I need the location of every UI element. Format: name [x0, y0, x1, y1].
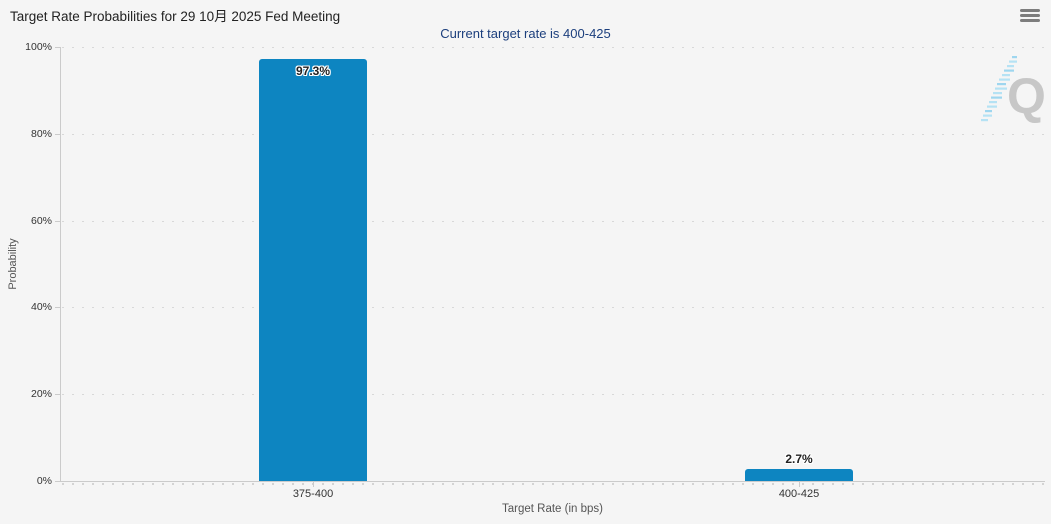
- gridline-80: [62, 134, 1045, 135]
- hamburger-menu-icon: [1020, 8, 1040, 12]
- y-tick-mark: [55, 394, 60, 395]
- bar-375-400[interactable]: [259, 58, 367, 481]
- y-axis-line: [60, 47, 61, 481]
- y-tick-label-20: 20%: [30, 388, 52, 400]
- y-tick-label-80: 80%: [30, 128, 52, 140]
- y-tick-mark: [55, 221, 60, 222]
- y-tick-label-0: 0%: [36, 475, 52, 487]
- watermark-letter: Q: [1007, 68, 1046, 124]
- gridline-20: [62, 394, 1045, 395]
- x-axis-line: [60, 481, 1045, 482]
- y-tick-label-60: 60%: [30, 215, 52, 227]
- x-tick-label-400-425: 400-425: [778, 488, 820, 500]
- bar-400-425[interactable]: [745, 469, 853, 481]
- x-tick-label-375-400: 375-400: [292, 488, 334, 500]
- quikstrike-logo-watermark: Q: [981, 56, 1046, 124]
- hamburger-menu-icon: [1020, 13, 1040, 17]
- y-tick-mark: [55, 47, 60, 48]
- bar-value-label-375-400: 97.3%: [295, 63, 331, 78]
- x-tick-mark: [313, 481, 314, 487]
- y-tick-mark: [55, 307, 60, 308]
- x-tick-mark: [799, 481, 800, 487]
- y-tick-mark: [55, 134, 60, 135]
- y-axis-title: Probability: [7, 238, 19, 290]
- gridline-40: [62, 307, 1045, 308]
- gridline-60: [62, 221, 1045, 222]
- chart-context-menu-button[interactable]: [1018, 5, 1044, 25]
- chart-subtitle: Current target rate is 400-425: [440, 26, 611, 41]
- y-tick-mark: [55, 481, 60, 482]
- x-axis-title: Target Rate (in bps): [502, 503, 603, 515]
- bar-value-label-400-425: 2.7%: [785, 452, 813, 467]
- hamburger-menu-icon: [1020, 18, 1040, 22]
- y-tick-label-100: 100%: [25, 41, 52, 53]
- y-tick-label-40: 40%: [30, 301, 52, 313]
- x-axis-minor-ticks: [62, 483, 1045, 485]
- chart-title: Target Rate Probabilities for 29 10月 202…: [10, 9, 341, 24]
- gridline-100: [62, 47, 1045, 48]
